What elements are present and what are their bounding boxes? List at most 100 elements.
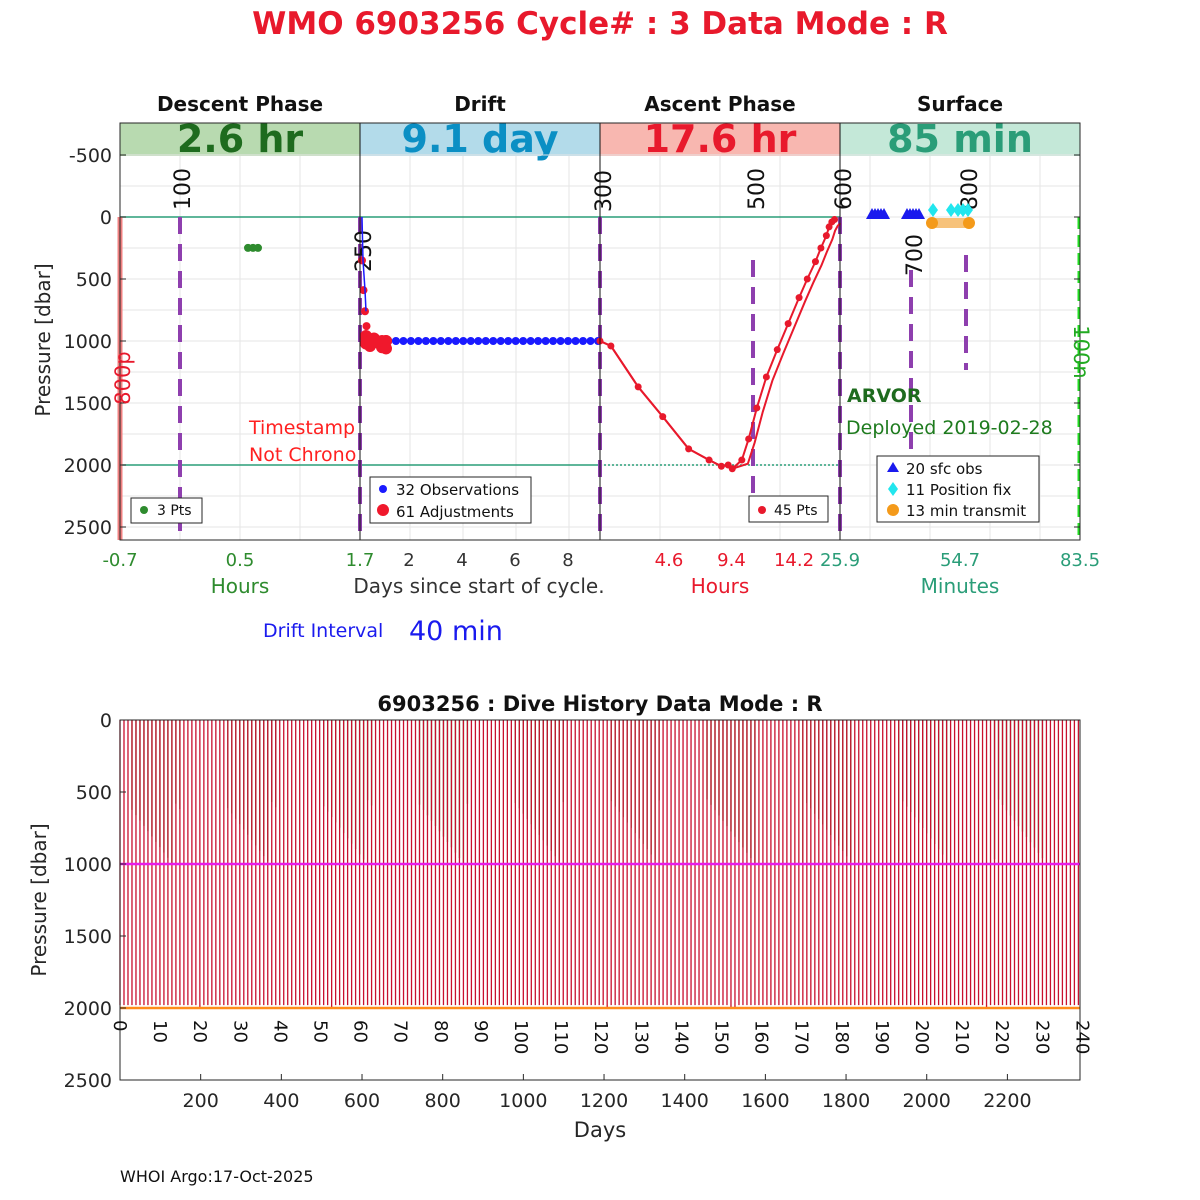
cycle-number-tick: 180 — [831, 1020, 852, 1054]
y-tick-label: 500 — [76, 269, 112, 291]
surface-legend-transmit: 13 min transmit — [906, 502, 1026, 520]
surface-legend-transmit-marker — [887, 504, 899, 516]
x-axis-label-ascent: Hours — [691, 574, 750, 598]
cycle-number-tick: 130 — [630, 1020, 651, 1054]
drift-legend-adj-marker — [377, 504, 389, 516]
ascent-point — [705, 456, 713, 464]
ascent-point — [634, 383, 642, 391]
x-axis-label-drift: Days since start of cycle. — [353, 574, 604, 598]
dive-history-x-tick: 1400 — [661, 1090, 709, 1112]
cycle-number-tick: 120 — [590, 1020, 611, 1054]
x-tick-drift: 6 — [509, 550, 520, 571]
cycle-number-tick: 70 — [390, 1020, 411, 1043]
dive-history-y-tick: 1000 — [64, 854, 112, 876]
dive-history-y-tick: 1500 — [64, 926, 112, 948]
dive-history-y-tick: 500 — [76, 782, 112, 804]
phase-band-drift — [360, 123, 600, 156]
x-tick-descent: -0.7 — [102, 550, 137, 571]
right-edge-label: 100n — [1069, 325, 1093, 378]
surface-legend-fix: 11 Position fix — [906, 481, 1011, 499]
ascent-point — [728, 465, 736, 473]
cycle-number-tick: 100 — [510, 1020, 531, 1054]
timestamp-warning-line2: Not Chrono — [249, 444, 356, 466]
descent-legend: 3 Pts — [130, 497, 203, 524]
cycle-number-tick: 110 — [550, 1020, 571, 1054]
y-tick-label: 0 — [100, 207, 112, 229]
ascent-point — [717, 462, 725, 470]
x-axis-label-descent: Hours — [211, 574, 270, 598]
dive-history-x-tick: 400 — [263, 1090, 299, 1112]
cycle-number-tick: 80 — [430, 1020, 451, 1043]
surface-legend: 20 sfc obs 11 Position fix 13 min transm… — [876, 455, 1040, 523]
x-tick-surface: 83.5 — [1060, 550, 1100, 571]
cycle-number-tick: 60 — [350, 1020, 371, 1043]
phase-name-drift: Drift — [454, 92, 506, 116]
float-model-label: ARVOR — [847, 385, 922, 407]
phase-duration-ascent: 17.6 hr — [644, 117, 797, 161]
phase-name-descent: Descent Phase — [157, 92, 323, 116]
profile-axes: -0.7 0.5 1.7 Hours 2 4 6 8 Days since start of c… — [64, 122, 1100, 598]
marker-label-500: 500 — [745, 168, 770, 210]
surface-obs-marker — [913, 208, 925, 219]
marker-label-100: 100 — [171, 168, 196, 210]
ascent-point — [811, 258, 819, 266]
phase-name-ascent: Ascent Phase — [644, 92, 795, 116]
cycle-number-tick: 240 — [1071, 1020, 1092, 1054]
ascent-line — [599, 218, 836, 471]
ascent-legend: 45 Pts — [748, 495, 829, 523]
ascent-point — [607, 342, 615, 350]
marker-label-800: 800 — [958, 168, 983, 210]
descent-legend-marker — [140, 506, 148, 514]
y-tick-label: -500 — [69, 145, 112, 167]
cycle-number-tick: 230 — [1031, 1020, 1052, 1054]
drift-adjustment — [380, 342, 392, 355]
cycle-number-tick: 30 — [229, 1020, 250, 1043]
profile-axes-box — [119, 122, 1081, 541]
y-tick-label: 1500 — [64, 393, 112, 415]
cycle-number-tick: 50 — [310, 1020, 331, 1043]
ascent-point — [745, 435, 753, 443]
drift-interval-value: 40 min — [409, 616, 503, 647]
cycle-number-tick: 210 — [951, 1020, 972, 1054]
cycle-number-tick: 90 — [470, 1020, 491, 1043]
surface-fix-marker — [928, 203, 938, 217]
deployed-date-label: Deployed 2019-02-28 — [846, 417, 1053, 439]
x-tick-surface: 25.9 — [820, 550, 860, 571]
ascent-point — [784, 320, 792, 328]
ascent-legend-marker — [758, 506, 766, 514]
drift-descent-line — [361, 216, 367, 312]
dive-history-y-tick: 0 — [100, 710, 112, 732]
cycle-number-tick: 170 — [791, 1020, 812, 1054]
profile-y-axis-label: Pressure [dbar] — [31, 263, 55, 416]
x-axis-label-surface: Minutes — [921, 574, 1000, 598]
footer-credit: WHOI Argo:17-Oct-2025 — [120, 1167, 314, 1186]
surface-obs-marker — [878, 208, 890, 219]
drift-interval-label: Drift Interval — [263, 620, 383, 642]
ascent-point — [822, 232, 830, 240]
ascent-point — [753, 404, 761, 412]
phase-band-ascent — [600, 123, 840, 156]
dive-history-x-tick: 1200 — [580, 1090, 628, 1112]
marker-label-600: 600 — [832, 168, 857, 210]
surface-fix-marker — [946, 203, 956, 217]
ascent-point — [831, 215, 839, 223]
ascent-count-label: 45 Pts — [774, 503, 818, 519]
phase-band-descent — [120, 123, 360, 156]
surface-transmit-end — [963, 217, 975, 229]
dive-history-x-tick: 600 — [344, 1090, 380, 1112]
x-tick-ascent: 4.6 — [655, 550, 684, 571]
ascent-point — [685, 445, 693, 453]
ascent-line-secondary — [599, 222, 842, 470]
cycle-number-tick: 40 — [269, 1020, 290, 1043]
dive-history-y-tick: 2500 — [64, 1070, 112, 1092]
drift-adjustment — [361, 307, 369, 316]
ascent-point — [803, 275, 811, 283]
phase-duration-surface: 85 min — [887, 117, 1033, 161]
x-tick-drift: 2 — [403, 550, 414, 571]
cycle-number-tick: 200 — [911, 1020, 932, 1054]
drift-legend: 32 Observations 61 Adjustments — [369, 476, 532, 524]
dive-history-x-tick: 2200 — [983, 1090, 1031, 1112]
